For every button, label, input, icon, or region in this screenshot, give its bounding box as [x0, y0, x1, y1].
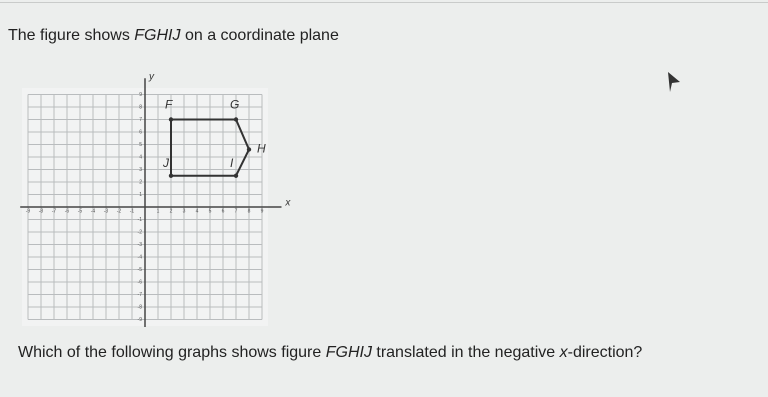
y-tick-label: 7 [139, 117, 142, 123]
x-tick-label: -3 [104, 208, 109, 214]
prompt-text: Which of the following graphs shows figu… [18, 344, 326, 361]
vertex-label: J [162, 156, 170, 170]
figure-name: FGHIJ [325, 344, 372, 361]
x-tick-label: -8 [39, 208, 44, 214]
vertex-label: I [230, 156, 234, 170]
prompt: Which of the following graphs shows figu… [18, 344, 642, 362]
y-tick-label: -8 [138, 304, 143, 310]
variable: x [559, 344, 568, 361]
intro-text: The figure shows [8, 27, 135, 44]
intro: The figure shows FGHIJ on a coordinate p… [8, 27, 339, 45]
vertex [246, 147, 252, 152]
x-tick-label: 9 [261, 208, 264, 214]
vertex-label: F [165, 98, 173, 112]
vertex [168, 173, 174, 178]
prompt-text: -direction? [567, 344, 643, 361]
vertex [168, 117, 174, 122]
figure-name: FGHIJ [134, 27, 181, 44]
x-tick-label: -2 [117, 208, 122, 214]
prompt-text: translated in the negative [371, 344, 560, 361]
y-tick-label: -3 [138, 242, 143, 248]
x-tick-label: 4 [196, 208, 199, 214]
y-tick-label: 9 [139, 92, 142, 98]
y-tick-label: -7 [138, 292, 143, 298]
x-tick-label: 6 [222, 208, 225, 214]
y-tick-label: 4 [139, 154, 142, 160]
axis-label: y [148, 72, 155, 83]
x-tick-label: -5 [78, 208, 83, 214]
cursor [668, 72, 680, 92]
x-tick-label: -4 [91, 208, 96, 214]
x-tick-label: 2 [170, 208, 173, 214]
x-tick-label: -1 [130, 208, 135, 214]
y-tick-label: 1 [139, 192, 142, 198]
vertex [233, 117, 239, 122]
x-tick-label: 5 [209, 208, 212, 214]
y-tick-label: -2 [138, 229, 143, 235]
y-tick-label: 5 [139, 142, 142, 148]
intro-text: on a coordinate plane [180, 27, 339, 44]
y-tick-label: -9 [138, 317, 143, 323]
y-tick-label: 8 [139, 104, 142, 110]
x-tick-label: 8 [248, 208, 251, 214]
vertex-label: G [230, 98, 239, 112]
vertex-label: H [257, 142, 266, 156]
x-tick-label: 7 [235, 208, 238, 214]
x-tick-label: -7 [52, 208, 57, 214]
y-tick-label: 6 [139, 129, 142, 135]
y-tick-label: -5 [138, 267, 143, 273]
figure-fghij [170, 118, 251, 177]
x-tick-label: -9 [26, 208, 31, 214]
vertex [233, 173, 239, 178]
x-tick-label: 1 [157, 208, 160, 214]
y-tick-label: 3 [139, 167, 142, 173]
axis-label: x [284, 198, 291, 209]
y-tick-label: -4 [138, 254, 143, 260]
x-tick-label: 3 [183, 208, 186, 214]
y-tick-label: -1 [138, 217, 143, 223]
y-tick-label: 2 [139, 179, 142, 185]
y-tick-label: -6 [138, 279, 143, 285]
separator [0, 2, 768, 3]
x-tick-label: -6 [65, 208, 70, 214]
